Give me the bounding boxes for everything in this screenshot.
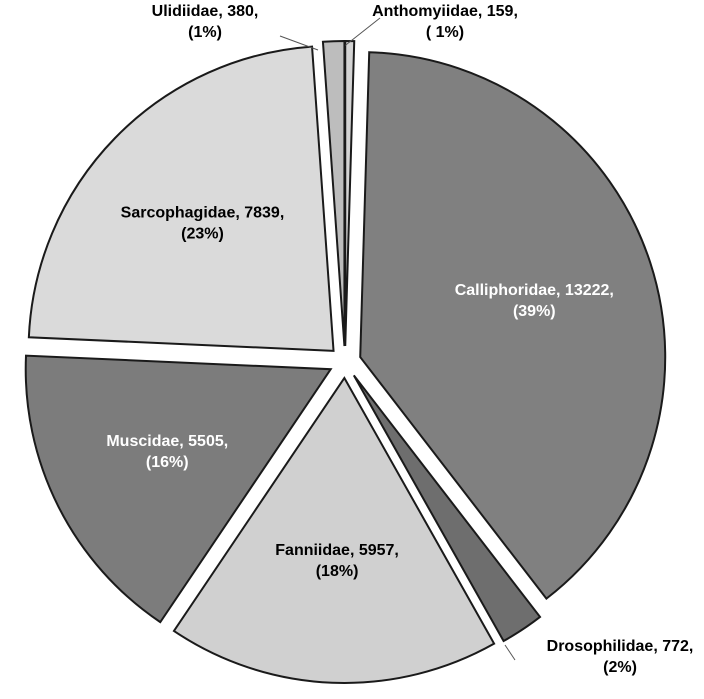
pie-slice	[321, 40, 346, 347]
pie-slice	[172, 376, 496, 684]
data-label: Ulidiidae, 380,	[152, 3, 259, 20]
data-label: (16%)	[146, 454, 189, 471]
data-label: (23%)	[181, 225, 224, 242]
data-label: Sarcophagidae, 7839,	[121, 204, 285, 221]
pie-slice	[27, 45, 335, 352]
data-label: Calliphoridae, 13222,	[455, 282, 614, 299]
data-label: Muscidae, 5505,	[106, 433, 228, 450]
pie-slice	[344, 40, 356, 347]
leader-line	[341, 17, 381, 49]
data-label: Drosophilidae, 772,	[547, 638, 694, 655]
leader-line	[279, 35, 319, 51]
pie-slice	[24, 354, 333, 624]
data-label: (39%)	[513, 303, 556, 320]
data-label: ( 1%)	[426, 24, 464, 41]
data-label: (18%)	[316, 563, 359, 580]
leader-line	[504, 644, 516, 661]
data-label: Anthomyiidae, 159,	[372, 3, 518, 20]
pie-slice	[359, 51, 667, 601]
data-label: Fanniidae, 5957,	[275, 542, 399, 559]
data-label: (1%)	[188, 24, 222, 41]
data-label: (2%)	[603, 659, 637, 676]
pie-slice	[352, 374, 542, 643]
